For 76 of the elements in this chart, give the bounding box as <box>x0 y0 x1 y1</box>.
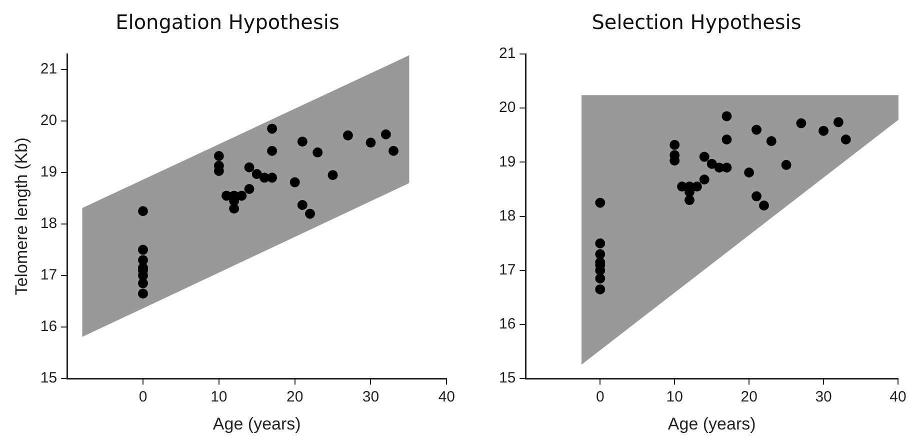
y-tick-label: 20 <box>40 112 58 130</box>
point <box>818 126 829 136</box>
point <box>214 151 224 162</box>
point <box>297 200 308 210</box>
x-tick-label: 10 <box>210 388 228 406</box>
point <box>595 249 606 260</box>
y-tick-label: 18 <box>498 207 516 224</box>
x-tick-label: 40 <box>890 388 906 406</box>
point <box>758 200 769 210</box>
y-tick-label: 21 <box>40 60 58 78</box>
point <box>781 160 792 170</box>
x-tick-label: 20 <box>740 388 758 406</box>
point <box>595 284 606 294</box>
point <box>722 162 732 173</box>
point <box>244 162 254 172</box>
chart-title: Selection Hypothesis <box>592 10 802 34</box>
point <box>595 198 606 208</box>
y-tick-label: 18 <box>40 215 58 232</box>
point <box>366 138 376 148</box>
point <box>229 204 240 214</box>
point <box>706 158 717 169</box>
point <box>595 274 606 284</box>
point <box>595 238 606 248</box>
point <box>252 169 262 180</box>
point <box>766 136 776 146</box>
point <box>833 117 844 128</box>
y-tick-label: 17 <box>498 262 516 279</box>
x-tick-label: 0 <box>596 388 604 406</box>
point <box>692 182 702 192</box>
point <box>699 174 710 185</box>
point <box>236 190 247 201</box>
x-tick-label: 30 <box>362 388 380 406</box>
point <box>328 170 338 180</box>
x-tick-label: 20 <box>286 388 304 406</box>
y-tick-label: 19 <box>498 153 516 170</box>
point <box>138 206 148 216</box>
point <box>670 140 680 150</box>
point <box>752 124 762 135</box>
y-tick-label: 16 <box>40 318 58 336</box>
x-tick-label: 40 <box>438 388 455 406</box>
y-tick-label: 20 <box>498 99 516 116</box>
point <box>380 129 391 140</box>
point <box>684 195 695 206</box>
point <box>342 130 353 140</box>
point <box>297 136 308 147</box>
y-tick-label: 17 <box>40 266 58 284</box>
point <box>699 152 710 162</box>
y-tick-label: 16 <box>498 316 516 333</box>
x-tick-label: 30 <box>815 388 832 406</box>
x-tick-label: 10 <box>666 388 683 406</box>
point <box>312 147 323 158</box>
point <box>840 134 851 144</box>
point <box>744 167 754 178</box>
point <box>138 278 148 288</box>
point <box>267 124 278 134</box>
point <box>138 288 148 299</box>
x-axis-title: Age (years) <box>668 414 756 434</box>
point <box>244 184 254 194</box>
point <box>752 191 762 202</box>
chart-title: Elongation Hypothesis <box>116 10 340 34</box>
y-axis-title: Telomere length (Kb) <box>12 137 31 296</box>
y-tick-label: 19 <box>40 164 58 181</box>
y-tick-label: 21 <box>498 45 516 62</box>
point <box>796 118 806 128</box>
point <box>267 146 278 156</box>
point <box>722 134 732 144</box>
point <box>290 177 300 188</box>
x-tick-label: 0 <box>138 388 148 406</box>
point <box>305 208 316 219</box>
point <box>388 146 399 156</box>
y-tick-label: 15 <box>40 370 58 387</box>
y-tick-label: 15 <box>498 370 516 387</box>
point <box>722 111 732 122</box>
point <box>138 244 148 255</box>
point <box>267 172 278 183</box>
x-axis-title: Age (years) <box>212 414 301 434</box>
